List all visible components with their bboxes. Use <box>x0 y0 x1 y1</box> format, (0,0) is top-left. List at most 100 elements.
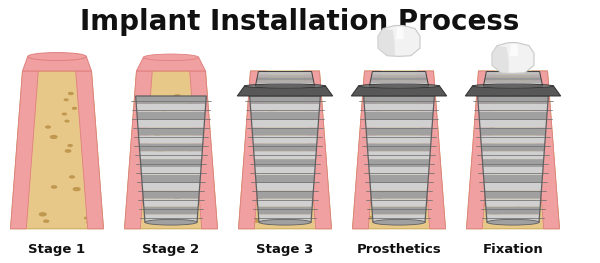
Polygon shape <box>253 135 317 143</box>
Polygon shape <box>481 143 545 151</box>
Polygon shape <box>353 71 446 229</box>
Polygon shape <box>76 71 103 229</box>
Polygon shape <box>364 104 434 112</box>
Polygon shape <box>465 86 561 96</box>
Polygon shape <box>137 120 205 128</box>
Circle shape <box>181 130 186 132</box>
Polygon shape <box>140 159 202 167</box>
Ellipse shape <box>472 84 554 88</box>
Polygon shape <box>373 214 425 222</box>
Circle shape <box>424 91 430 94</box>
Circle shape <box>161 112 168 115</box>
Circle shape <box>255 85 261 88</box>
Polygon shape <box>258 72 312 74</box>
Polygon shape <box>137 112 205 120</box>
Circle shape <box>73 188 80 191</box>
Polygon shape <box>371 77 427 80</box>
Ellipse shape <box>259 219 311 225</box>
Polygon shape <box>257 77 313 80</box>
Polygon shape <box>369 167 429 175</box>
Circle shape <box>64 99 68 100</box>
Circle shape <box>187 152 193 155</box>
Circle shape <box>138 113 143 115</box>
Polygon shape <box>142 183 200 191</box>
Circle shape <box>395 106 403 109</box>
Polygon shape <box>258 206 312 214</box>
Polygon shape <box>256 175 314 183</box>
Polygon shape <box>141 167 201 175</box>
Polygon shape <box>481 135 545 143</box>
Polygon shape <box>140 151 202 159</box>
Circle shape <box>480 123 485 124</box>
Text: Implant Installation Process: Implant Installation Process <box>80 8 520 36</box>
Circle shape <box>283 138 286 140</box>
Polygon shape <box>256 83 314 86</box>
Polygon shape <box>372 206 426 214</box>
Circle shape <box>253 123 257 125</box>
Circle shape <box>157 150 161 152</box>
Circle shape <box>377 109 382 111</box>
Polygon shape <box>238 71 266 229</box>
Circle shape <box>488 177 493 179</box>
Polygon shape <box>11 71 103 229</box>
Circle shape <box>68 93 73 94</box>
Polygon shape <box>366 128 432 135</box>
Circle shape <box>191 199 197 202</box>
Circle shape <box>527 162 532 164</box>
Polygon shape <box>259 214 311 222</box>
Circle shape <box>421 182 425 184</box>
Polygon shape <box>467 71 560 229</box>
Polygon shape <box>532 71 560 229</box>
Circle shape <box>269 169 276 171</box>
Circle shape <box>44 220 49 222</box>
Polygon shape <box>485 199 541 206</box>
Polygon shape <box>372 72 426 74</box>
Circle shape <box>73 108 76 109</box>
Circle shape <box>369 83 373 85</box>
Polygon shape <box>482 151 544 159</box>
Polygon shape <box>124 71 218 229</box>
Circle shape <box>160 148 166 151</box>
Polygon shape <box>418 71 446 229</box>
Polygon shape <box>370 80 428 83</box>
Polygon shape <box>509 44 518 56</box>
Circle shape <box>527 165 533 168</box>
Circle shape <box>407 99 412 102</box>
Polygon shape <box>138 128 204 135</box>
Polygon shape <box>145 214 197 222</box>
Polygon shape <box>351 86 447 96</box>
Circle shape <box>65 120 69 122</box>
Polygon shape <box>254 159 316 167</box>
Polygon shape <box>368 151 430 159</box>
Ellipse shape <box>244 84 326 88</box>
Polygon shape <box>139 135 203 143</box>
Circle shape <box>515 99 522 101</box>
Circle shape <box>313 118 318 120</box>
Polygon shape <box>353 71 380 229</box>
Circle shape <box>368 133 372 134</box>
Polygon shape <box>371 199 427 206</box>
Polygon shape <box>252 128 318 135</box>
Circle shape <box>253 219 259 222</box>
Polygon shape <box>467 71 494 229</box>
Polygon shape <box>365 120 433 128</box>
Circle shape <box>192 156 197 159</box>
Text: Stage 2: Stage 2 <box>142 244 200 256</box>
Circle shape <box>259 198 262 199</box>
Polygon shape <box>485 191 541 199</box>
Circle shape <box>488 127 494 130</box>
Circle shape <box>307 167 314 170</box>
Polygon shape <box>484 80 542 83</box>
Circle shape <box>174 199 179 201</box>
Polygon shape <box>364 96 434 104</box>
Circle shape <box>493 215 499 217</box>
Ellipse shape <box>28 53 86 60</box>
Polygon shape <box>485 77 541 80</box>
Polygon shape <box>370 83 428 86</box>
Polygon shape <box>250 104 320 112</box>
Polygon shape <box>256 80 314 83</box>
Circle shape <box>505 175 509 177</box>
Circle shape <box>481 204 486 206</box>
Circle shape <box>155 133 160 136</box>
Polygon shape <box>11 71 38 229</box>
